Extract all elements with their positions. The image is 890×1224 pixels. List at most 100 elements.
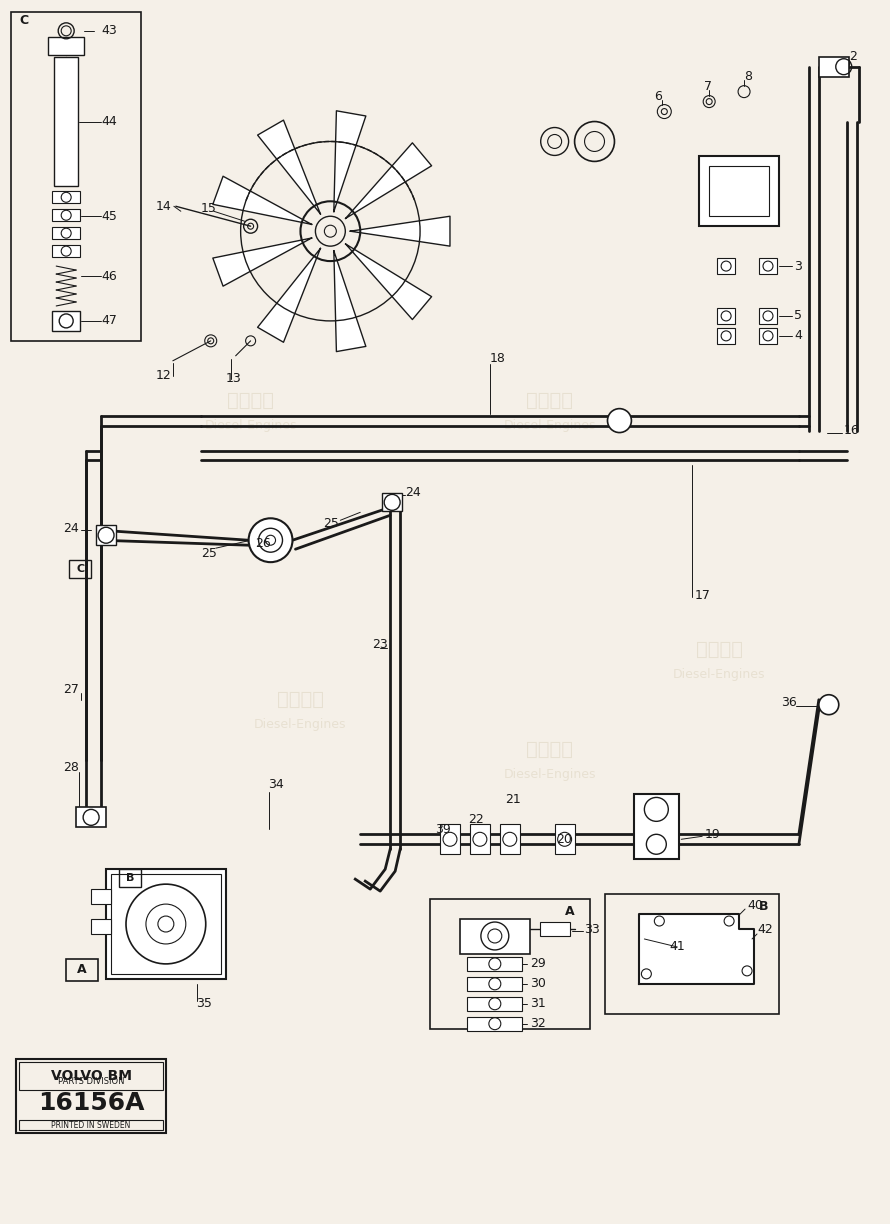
Text: 21: 21 xyxy=(505,793,521,805)
Circle shape xyxy=(248,518,293,562)
Bar xyxy=(430,900,589,1028)
Bar xyxy=(53,311,80,330)
Bar xyxy=(106,869,226,979)
Text: A: A xyxy=(77,963,87,977)
Bar xyxy=(604,894,779,1013)
Bar xyxy=(53,209,80,222)
Bar xyxy=(467,957,522,971)
Bar xyxy=(467,1017,522,1031)
Bar xyxy=(53,245,80,257)
Text: Diesel-Engines: Diesel-Engines xyxy=(504,767,596,781)
Text: 24: 24 xyxy=(63,521,79,535)
Text: 15: 15 xyxy=(201,202,216,214)
Bar xyxy=(77,808,106,827)
Bar xyxy=(500,824,520,854)
Polygon shape xyxy=(334,251,366,351)
Text: 紫发动力: 紫发动力 xyxy=(526,392,573,410)
Text: 47: 47 xyxy=(101,315,117,327)
Text: 23: 23 xyxy=(372,639,388,651)
Text: 32: 32 xyxy=(530,1017,546,1031)
Polygon shape xyxy=(345,244,432,319)
Bar xyxy=(53,228,80,239)
Text: 45: 45 xyxy=(101,209,117,223)
Bar xyxy=(717,328,735,344)
Bar xyxy=(635,794,679,859)
Text: 2: 2 xyxy=(849,50,856,64)
Bar xyxy=(470,824,490,854)
Bar xyxy=(20,1061,163,1089)
Text: 紫发动力: 紫发动力 xyxy=(227,392,274,410)
Bar xyxy=(69,561,91,578)
Bar xyxy=(467,996,522,1011)
Text: B: B xyxy=(759,900,769,913)
Text: 31: 31 xyxy=(530,998,546,1010)
Text: 16156A: 16156A xyxy=(38,1092,144,1115)
Text: 35: 35 xyxy=(196,998,212,1010)
Bar xyxy=(717,258,735,274)
Bar xyxy=(12,12,141,340)
Bar xyxy=(96,525,116,545)
Text: 43: 43 xyxy=(101,24,117,37)
Polygon shape xyxy=(351,217,450,246)
Bar xyxy=(440,824,460,854)
Text: C: C xyxy=(20,13,28,27)
Text: Diesel-Engines: Diesel-Engines xyxy=(255,718,347,731)
Bar xyxy=(91,889,111,905)
Text: 44: 44 xyxy=(101,115,117,129)
Text: 26: 26 xyxy=(255,536,271,550)
Text: 28: 28 xyxy=(63,761,79,774)
Polygon shape xyxy=(639,914,754,984)
Bar xyxy=(759,308,777,324)
Text: 40: 40 xyxy=(747,898,763,912)
Text: B: B xyxy=(125,873,134,884)
Bar xyxy=(53,191,80,203)
Bar xyxy=(759,328,777,344)
Bar xyxy=(539,922,570,936)
Text: 8: 8 xyxy=(744,70,752,83)
Text: 7: 7 xyxy=(704,80,712,93)
Text: 20: 20 xyxy=(555,832,571,846)
Polygon shape xyxy=(345,143,432,218)
Text: 19: 19 xyxy=(704,827,720,841)
Text: 13: 13 xyxy=(226,372,241,386)
Polygon shape xyxy=(213,237,312,286)
Bar xyxy=(460,919,530,953)
Text: Diesel-Engines: Diesel-Engines xyxy=(673,668,765,682)
Circle shape xyxy=(819,695,838,715)
Bar xyxy=(717,308,735,324)
Circle shape xyxy=(608,409,631,432)
Text: 紫发动力: 紫发动力 xyxy=(526,741,573,759)
Text: PRINTED IN SWEDEN: PRINTED IN SWEDEN xyxy=(52,1121,131,1130)
Bar xyxy=(700,157,779,226)
Bar xyxy=(111,874,221,974)
Text: 25: 25 xyxy=(201,547,216,559)
Text: 30: 30 xyxy=(530,977,546,990)
Bar xyxy=(819,56,849,77)
Text: 46: 46 xyxy=(101,269,117,283)
Bar xyxy=(48,37,85,55)
Text: 紫发动力: 紫发动力 xyxy=(696,640,742,660)
Text: Diesel-Engines: Diesel-Engines xyxy=(205,419,297,432)
Polygon shape xyxy=(257,120,320,214)
Bar xyxy=(91,919,111,934)
Text: 14: 14 xyxy=(156,200,172,213)
Bar xyxy=(554,824,575,854)
Text: VOLVO BM: VOLVO BM xyxy=(51,1069,132,1082)
Text: Diesel-Engines: Diesel-Engines xyxy=(504,419,596,432)
Text: 33: 33 xyxy=(585,923,601,935)
Bar xyxy=(54,56,78,186)
Text: 3: 3 xyxy=(794,259,802,273)
Text: 12: 12 xyxy=(156,370,172,382)
Text: 39: 39 xyxy=(435,823,450,836)
Bar xyxy=(709,166,769,217)
Polygon shape xyxy=(257,248,320,343)
Polygon shape xyxy=(213,176,312,224)
Text: 18: 18 xyxy=(490,353,506,365)
Text: 42: 42 xyxy=(757,923,773,935)
Text: C: C xyxy=(76,564,85,574)
Text: 6: 6 xyxy=(654,91,662,103)
Bar xyxy=(16,1059,166,1133)
Text: 36: 36 xyxy=(781,696,797,709)
Text: PARTS DIVISION: PARTS DIVISION xyxy=(58,1077,125,1086)
Text: 24: 24 xyxy=(405,486,421,499)
